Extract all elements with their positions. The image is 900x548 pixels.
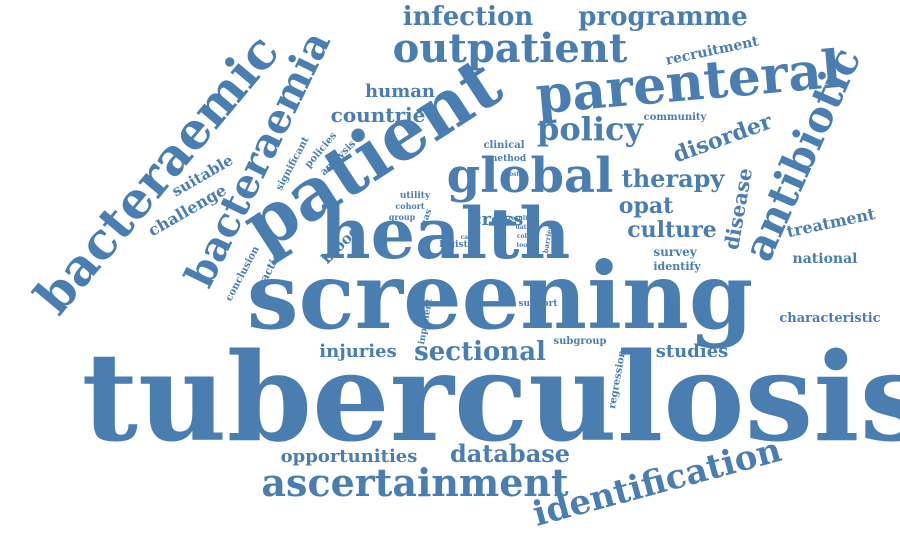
word-case: case <box>461 234 476 241</box>
word-group: group <box>389 212 416 222</box>
word-most: most <box>503 171 520 178</box>
word-sectional: sectional <box>414 337 546 367</box>
word-method: method <box>488 154 527 164</box>
word-programme: programme <box>578 2 748 32</box>
word-national: national <box>793 251 858 267</box>
word-logistic: logistic <box>439 240 477 250</box>
word-therapy: therapy <box>622 164 726 193</box>
word-clinical: clinical <box>483 140 524 151</box>
word-community: community <box>644 112 708 123</box>
word-opat: opat <box>619 193 674 219</box>
word-cross: cross <box>471 209 524 230</box>
word-outpatient: outpatient <box>393 25 628 72</box>
word-screening: screening <box>247 242 753 350</box>
word-survey: survey <box>653 245 697 259</box>
word-data: data <box>516 224 531 231</box>
word-result: result <box>508 215 528 222</box>
word-cohort: cohort <box>395 201 425 211</box>
word-characteristic: characteristic <box>779 311 880 326</box>
word-coli: coli <box>517 233 530 240</box>
word-policy: policy <box>537 110 645 148</box>
words-layer: tuberculosisscreeninghealthpatientbacter… <box>23 2 900 535</box>
word-database: database <box>450 439 570 468</box>
word-infection: infection <box>403 2 534 32</box>
word-utility: utility <box>400 191 431 201</box>
word-identify: identify <box>653 260 701 273</box>
word-ascertainment: ascertainment <box>261 460 569 505</box>
word-health: health <box>320 192 571 275</box>
word-culture: culture <box>627 217 717 243</box>
word-opportunities: opportunities <box>281 446 418 467</box>
word-injuries: injuries <box>319 341 396 362</box>
word-global: global <box>447 148 614 204</box>
word-studies: studies <box>656 341 729 362</box>
word-subgroup: subgroup <box>553 336 606 347</box>
word-countrie: countrie <box>331 103 426 127</box>
word-support: support <box>518 299 558 309</box>
word-tool: tool <box>516 242 530 249</box>
word-tuberculosis: tuberculosis <box>82 325 900 469</box>
word-human: human <box>365 81 435 102</box>
